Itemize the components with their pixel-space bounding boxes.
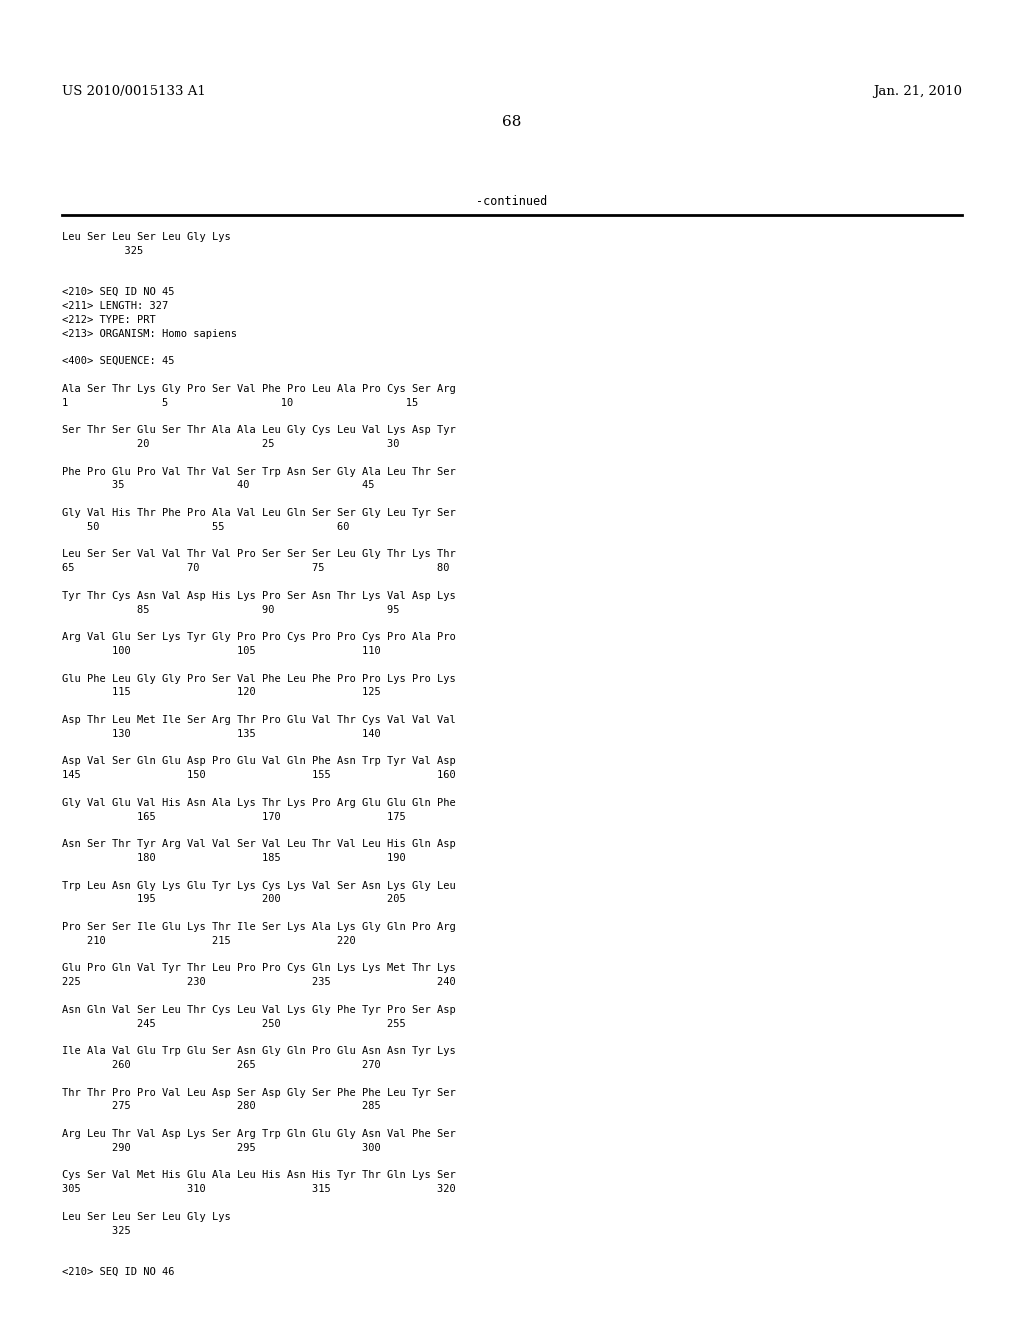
Text: 165                 170                 175: 165 170 175 — [62, 812, 406, 821]
Text: Ile Ala Val Glu Trp Glu Ser Asn Gly Gln Pro Glu Asn Asn Tyr Lys: Ile Ala Val Glu Trp Glu Ser Asn Gly Gln … — [62, 1047, 456, 1056]
Text: 290                 295                 300: 290 295 300 — [62, 1143, 381, 1152]
Text: 20                  25                  30: 20 25 30 — [62, 440, 399, 449]
Text: Gly Val His Thr Phe Pro Ala Val Leu Gln Ser Ser Gly Leu Tyr Ser: Gly Val His Thr Phe Pro Ala Val Leu Gln … — [62, 508, 456, 517]
Text: 50                  55                  60: 50 55 60 — [62, 521, 349, 532]
Text: Jan. 21, 2010: Jan. 21, 2010 — [873, 84, 962, 98]
Text: 195                 200                 205: 195 200 205 — [62, 895, 406, 904]
Text: Phe Pro Glu Pro Val Thr Val Ser Trp Asn Ser Gly Ala Leu Thr Ser: Phe Pro Glu Pro Val Thr Val Ser Trp Asn … — [62, 466, 456, 477]
Text: -continued: -continued — [476, 195, 548, 209]
Text: Ala Ser Thr Lys Gly Pro Ser Val Phe Pro Leu Ala Pro Cys Ser Arg: Ala Ser Thr Lys Gly Pro Ser Val Phe Pro … — [62, 384, 456, 393]
Text: 115                 120                 125: 115 120 125 — [62, 688, 381, 697]
Text: Cys Ser Val Met His Glu Ala Leu His Asn His Tyr Thr Gln Lys Ser: Cys Ser Val Met His Glu Ala Leu His Asn … — [62, 1171, 456, 1180]
Text: <210> SEQ ID NO 46: <210> SEQ ID NO 46 — [62, 1267, 174, 1276]
Text: Asn Gln Val Ser Leu Thr Cys Leu Val Lys Gly Phe Tyr Pro Ser Asp: Asn Gln Val Ser Leu Thr Cys Leu Val Lys … — [62, 1005, 456, 1015]
Text: 305                 310                 315                 320: 305 310 315 320 — [62, 1184, 456, 1195]
Text: 130                 135                 140: 130 135 140 — [62, 729, 381, 739]
Text: Glu Pro Gln Val Tyr Thr Leu Pro Pro Cys Gln Lys Lys Met Thr Lys: Glu Pro Gln Val Tyr Thr Leu Pro Pro Cys … — [62, 964, 456, 973]
Text: <212> TYPE: PRT: <212> TYPE: PRT — [62, 314, 156, 325]
Text: Trp Leu Asn Gly Lys Glu Tyr Lys Cys Lys Val Ser Asn Lys Gly Leu: Trp Leu Asn Gly Lys Glu Tyr Lys Cys Lys … — [62, 880, 456, 891]
Text: 1               5                  10                  15: 1 5 10 15 — [62, 397, 418, 408]
Text: 100                 105                 110: 100 105 110 — [62, 645, 381, 656]
Text: Arg Val Glu Ser Lys Tyr Gly Pro Pro Cys Pro Pro Cys Pro Ala Pro: Arg Val Glu Ser Lys Tyr Gly Pro Pro Cys … — [62, 632, 456, 643]
Text: Pro Ser Ser Ile Glu Lys Thr Ile Ser Lys Ala Lys Gly Gln Pro Arg: Pro Ser Ser Ile Glu Lys Thr Ile Ser Lys … — [62, 921, 456, 932]
Text: 180                 185                 190: 180 185 190 — [62, 853, 406, 863]
Text: <400> SEQUENCE: 45: <400> SEQUENCE: 45 — [62, 356, 174, 366]
Text: Tyr Thr Cys Asn Val Asp His Lys Pro Ser Asn Thr Lys Val Asp Lys: Tyr Thr Cys Asn Val Asp His Lys Pro Ser … — [62, 591, 456, 601]
Text: <211> LENGTH: 327: <211> LENGTH: 327 — [62, 301, 168, 312]
Text: 35                  40                  45: 35 40 45 — [62, 480, 375, 491]
Text: 275                 280                 285: 275 280 285 — [62, 1101, 381, 1111]
Text: <213> ORGANISM: Homo sapiens: <213> ORGANISM: Homo sapiens — [62, 329, 237, 339]
Text: 85                  90                  95: 85 90 95 — [62, 605, 399, 615]
Text: Leu Ser Ser Val Val Thr Val Pro Ser Ser Ser Leu Gly Thr Lys Thr: Leu Ser Ser Val Val Thr Val Pro Ser Ser … — [62, 549, 456, 560]
Text: <210> SEQ ID NO 45: <210> SEQ ID NO 45 — [62, 288, 174, 297]
Text: Asp Thr Leu Met Ile Ser Arg Thr Pro Glu Val Thr Cys Val Val Val: Asp Thr Leu Met Ile Ser Arg Thr Pro Glu … — [62, 715, 456, 725]
Text: Leu Ser Leu Ser Leu Gly Lys: Leu Ser Leu Ser Leu Gly Lys — [62, 232, 230, 242]
Text: Arg Leu Thr Val Asp Lys Ser Arg Trp Gln Glu Gly Asn Val Phe Ser: Arg Leu Thr Val Asp Lys Ser Arg Trp Gln … — [62, 1129, 456, 1139]
Text: Leu Ser Leu Ser Leu Gly Lys: Leu Ser Leu Ser Leu Gly Lys — [62, 1212, 230, 1222]
Text: Asn Ser Thr Tyr Arg Val Val Ser Val Leu Thr Val Leu His Gln Asp: Asn Ser Thr Tyr Arg Val Val Ser Val Leu … — [62, 840, 456, 849]
Text: 225                 230                 235                 240: 225 230 235 240 — [62, 977, 456, 987]
Text: Ser Thr Ser Glu Ser Thr Ala Ala Leu Gly Cys Leu Val Lys Asp Tyr: Ser Thr Ser Glu Ser Thr Ala Ala Leu Gly … — [62, 425, 456, 436]
Text: Glu Phe Leu Gly Gly Pro Ser Val Phe Leu Phe Pro Pro Lys Pro Lys: Glu Phe Leu Gly Gly Pro Ser Val Phe Leu … — [62, 673, 456, 684]
Text: Thr Thr Pro Pro Val Leu Asp Ser Asp Gly Ser Phe Phe Leu Tyr Ser: Thr Thr Pro Pro Val Leu Asp Ser Asp Gly … — [62, 1088, 456, 1098]
Text: US 2010/0015133 A1: US 2010/0015133 A1 — [62, 84, 206, 98]
Text: 68: 68 — [503, 115, 521, 129]
Text: 325: 325 — [62, 246, 143, 256]
Text: 260                 265                 270: 260 265 270 — [62, 1060, 381, 1071]
Text: Asp Val Ser Gln Glu Asp Pro Glu Val Gln Phe Asn Trp Tyr Val Asp: Asp Val Ser Gln Glu Asp Pro Glu Val Gln … — [62, 756, 456, 767]
Text: 145                 150                 155                 160: 145 150 155 160 — [62, 770, 456, 780]
Text: 245                 250                 255: 245 250 255 — [62, 1019, 406, 1028]
Text: Gly Val Glu Val His Asn Ala Lys Thr Lys Pro Arg Glu Glu Gln Phe: Gly Val Glu Val His Asn Ala Lys Thr Lys … — [62, 797, 456, 808]
Text: 325: 325 — [62, 1225, 131, 1236]
Text: 210                 215                 220: 210 215 220 — [62, 936, 355, 946]
Text: 65                  70                  75                  80: 65 70 75 80 — [62, 564, 450, 573]
